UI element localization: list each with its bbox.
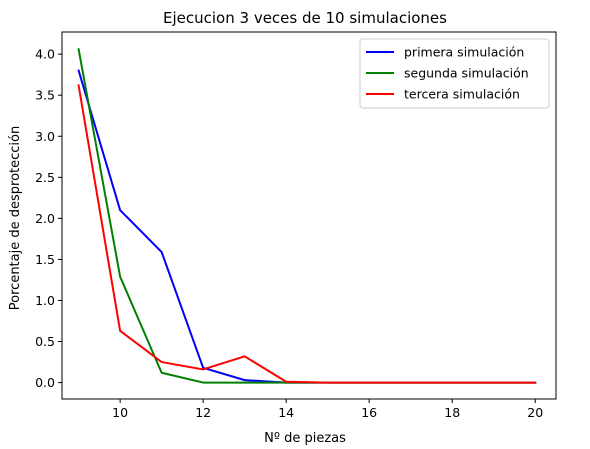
y-tick-label: 0.0	[35, 375, 55, 390]
y-tick-label: 3.0	[35, 129, 55, 144]
y-tick-label: 1.5	[35, 252, 55, 267]
series-line-3	[77, 84, 537, 384]
y-tick-label: 2.0	[35, 211, 55, 226]
x-tick-label: 18	[444, 405, 460, 420]
x-tick-label: 16	[361, 405, 377, 420]
y-axis-title: Porcentaje de desprotección	[8, 126, 23, 310]
series-line-1	[77, 69, 537, 384]
x-tick-label: 14	[278, 405, 294, 420]
y-tick-label: 2.5	[35, 170, 55, 185]
x-tick-label: 10	[112, 405, 128, 420]
y-tick-label: 3.5	[35, 88, 55, 103]
plot-frame	[61, 31, 557, 400]
x-tick-label: 20	[527, 405, 543, 420]
y-tick-label: 1.0	[35, 293, 55, 308]
x-axis-title: Nº de piezas	[264, 431, 346, 446]
chart-title: Ejecucion 3 veces de 10 simulaciones	[163, 9, 447, 27]
legend-label-2: segunda simulación	[404, 66, 529, 81]
y-tick-label: 0.5	[35, 334, 55, 349]
legend-label-1: primera simulación	[404, 45, 524, 60]
legend-box	[359, 38, 550, 109]
y-tick-label: 4.0	[35, 47, 55, 62]
legend-label-3: tercera simulación	[404, 87, 520, 102]
x-tick-label: 12	[195, 405, 211, 420]
